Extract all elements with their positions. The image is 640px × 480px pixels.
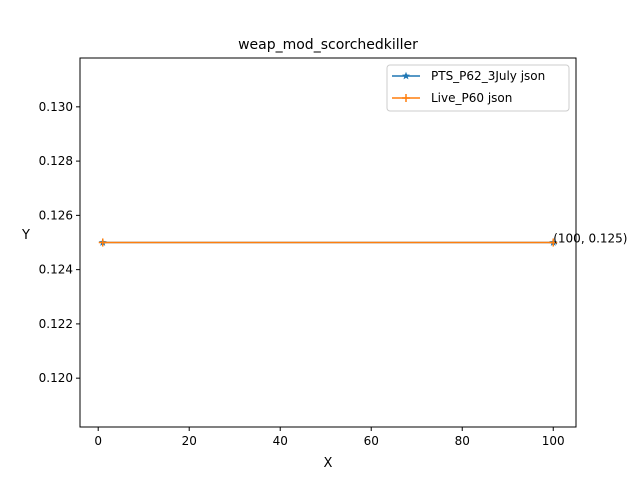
y-tick-label: 0.126 [39,208,73,222]
point-annotation: (100, 0.125) [553,232,627,246]
y-axis-ticks: 0.120 0.122 0.124 0.126 0.128 0.130 [39,100,80,385]
chart-title: weap_mod_scorchedkiller [238,37,418,53]
x-tick-label: 60 [364,434,379,448]
legend-marker-live [402,94,410,102]
series-layer [98,238,558,247]
series-point-1 [98,238,107,247]
x-tick-label: 20 [182,434,197,448]
legend: PTS_P62_3July json Live_P60 json [386,64,570,112]
y-tick-label: 0.130 [39,100,73,114]
y-tick-label: 0.124 [39,263,73,277]
legend-box [386,64,570,112]
y-axis-label: Y [21,228,30,243]
x-tick-label: 100 [542,434,565,448]
annotation-layer: (100, 0.125) [553,232,627,246]
legend-label-pts: PTS_P62_3July json [431,69,545,83]
x-tick-label: 0 [94,434,102,448]
x-axis-label: X [324,456,333,471]
x-axis-ticks: 0 20 40 60 80 100 [94,427,565,448]
y-tick-label: 0.122 [39,317,73,331]
x-tick-label: 80 [455,434,470,448]
legend-marker-pts [402,71,410,80]
x-tick-label: 40 [273,434,288,448]
plot-frame [79,57,577,428]
y-tick-label: 0.128 [39,154,73,168]
series-point-1 [549,238,558,247]
y-tick-label: 0.120 [39,371,73,385]
legend-label-live: Live_P60 json [431,91,512,105]
